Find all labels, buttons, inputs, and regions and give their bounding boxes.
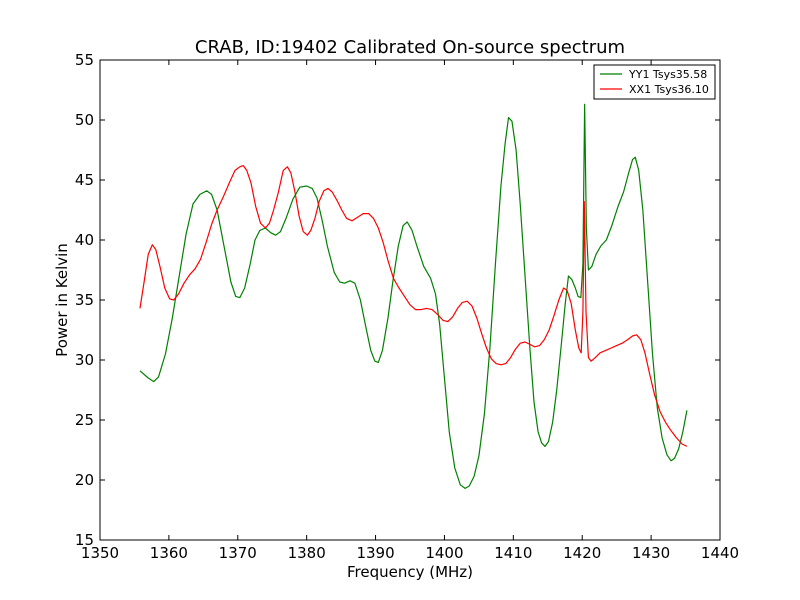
x-axis-label: Frequency (MHz) [347, 563, 473, 581]
y-tick-label: 25 [75, 411, 94, 429]
axis-ticks: 1350 1360 1370 1380 1390 1400 1410 1420 1430 1440… [75, 51, 739, 562]
x-tick-label: 1380 [288, 544, 326, 562]
series-line-1 [139, 165, 688, 447]
series-line-0 [139, 103, 688, 489]
x-tick-label: 1440 [701, 544, 739, 562]
y-tick-label: 50 [75, 111, 94, 129]
legend: YY1 Tsys35.58 XX1 Tsys36.10 [593, 64, 716, 100]
x-tick-label: 1360 [150, 544, 188, 562]
y-tick-label: 15 [75, 531, 94, 549]
x-tick-label: 1430 [632, 544, 670, 562]
plot-frame [99, 59, 721, 541]
y-tick-label: 55 [75, 51, 94, 69]
chart-title: CRAB, ID:19402 Calibrated On-source spec… [195, 37, 625, 58]
plot-area [139, 103, 688, 489]
x-tick-label: 1390 [356, 544, 394, 562]
y-tick-label: 40 [75, 231, 94, 249]
y-axis-label: Power in Kelvin [53, 243, 71, 357]
y-tick-label: 45 [75, 171, 94, 189]
legend-label-yy1: YY1 Tsys35.58 [628, 68, 707, 81]
x-tick-label: 1370 [219, 544, 257, 562]
legend-label-xx1: XX1 Tsys36.10 [629, 83, 709, 96]
x-tick-label: 1400 [425, 544, 463, 562]
x-tick-label: 1410 [494, 544, 532, 562]
y-tick-label: 30 [75, 351, 94, 369]
x-tick-label: 1420 [563, 544, 601, 562]
y-tick-label: 35 [75, 291, 94, 309]
y-tick-label: 20 [75, 471, 94, 489]
x-tick-label: 1350 [81, 544, 119, 562]
legend-box [593, 64, 716, 100]
